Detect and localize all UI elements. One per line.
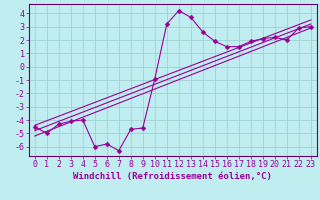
X-axis label: Windchill (Refroidissement éolien,°C): Windchill (Refroidissement éolien,°C): [73, 172, 272, 181]
